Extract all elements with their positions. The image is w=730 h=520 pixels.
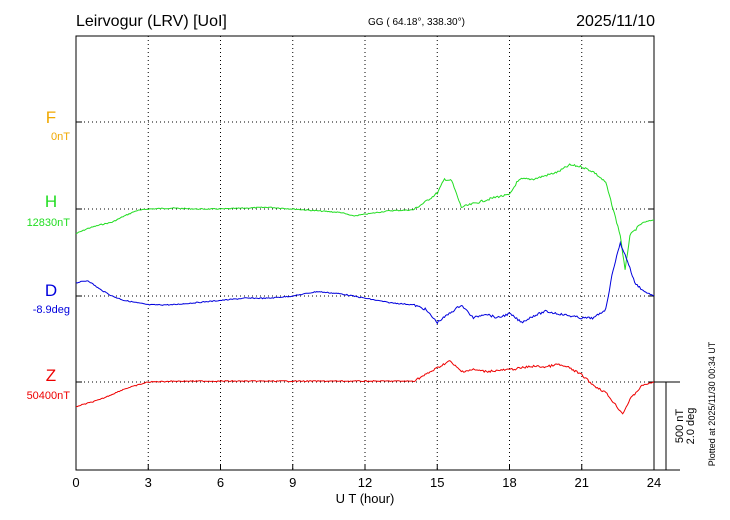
scale-bar: 500 nT 2.0 deg — [654, 381, 697, 471]
x-tick-label: 6 — [217, 475, 224, 490]
coordinates-label: GG ( 64.18°, 338.30°) — [368, 17, 465, 28]
x-tick-label: 3 — [145, 475, 152, 490]
channel-base-f: 0nT — [51, 131, 70, 143]
channel-base-h: 12830nT — [27, 217, 71, 229]
x-axis-label: U T (hour) — [336, 491, 395, 506]
channel-labels: F 0nT H 12830nT D -8.9deg Z 50400nT — [27, 108, 71, 402]
series-line-z — [75, 360, 655, 415]
x-tick-label: 0 — [72, 475, 79, 490]
date-label: 2025/11/10 — [576, 13, 655, 30]
channel-base-d: -8.9deg — [33, 304, 70, 316]
series-line-h — [75, 163, 655, 270]
channel-label-d: D — [45, 281, 57, 300]
series-line-d — [75, 240, 655, 325]
station-title: Leirvogur (LRV) [UoI] — [76, 13, 227, 30]
grid-lines — [76, 35, 654, 471]
x-axis-ticks: 0 3 6 9 12 15 18 21 24 — [72, 464, 661, 490]
plotted-note: Plotted at 2025/11/30 00:34 UT — [707, 341, 717, 466]
x-tick-label: 24 — [647, 475, 661, 490]
channel-base-z: 50400nT — [27, 390, 71, 402]
x-tick-label: 18 — [502, 475, 516, 490]
scale-bar-deg: 2.0 deg — [685, 408, 697, 445]
channel-label-h: H — [45, 192, 57, 211]
x-tick-label: 21 — [575, 475, 589, 490]
data-traces — [75, 163, 655, 415]
x-tick-label: 12 — [358, 475, 372, 490]
scale-bar-nt: 500 nT — [674, 409, 686, 444]
channel-label-z: Z — [46, 366, 56, 385]
channel-label-f: F — [46, 108, 56, 127]
x-tick-label: 15 — [430, 475, 444, 490]
x-tick-label: 9 — [289, 475, 296, 490]
